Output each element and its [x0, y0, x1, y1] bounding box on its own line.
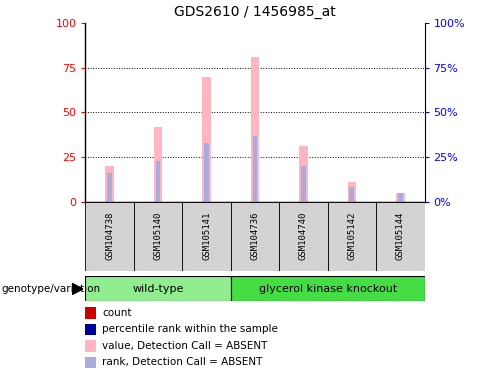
Text: GSM104736: GSM104736: [250, 212, 260, 260]
Bar: [107, 173, 112, 202]
Bar: [376, 202, 425, 271]
Text: GSM105140: GSM105140: [154, 212, 163, 260]
Bar: [85, 276, 231, 301]
Bar: [204, 143, 209, 202]
Text: GSM105141: GSM105141: [202, 212, 211, 260]
Text: wild-type: wild-type: [132, 284, 184, 294]
Text: value, Detection Call = ABSENT: value, Detection Call = ABSENT: [102, 341, 267, 351]
Bar: [396, 193, 405, 202]
Bar: [349, 187, 354, 202]
Bar: [299, 146, 308, 202]
Bar: [154, 127, 163, 202]
Bar: [347, 182, 356, 202]
Bar: [202, 77, 211, 202]
Bar: [398, 193, 403, 202]
Bar: [327, 202, 376, 271]
Text: GSM105142: GSM105142: [347, 212, 356, 260]
Bar: [231, 202, 279, 271]
Text: GSM104740: GSM104740: [299, 212, 308, 260]
Bar: [231, 276, 425, 301]
Text: percentile rank within the sample: percentile rank within the sample: [102, 324, 278, 334]
Polygon shape: [72, 283, 83, 295]
Bar: [105, 166, 114, 202]
Bar: [183, 202, 231, 271]
Bar: [251, 57, 259, 202]
Title: GDS2610 / 1456985_at: GDS2610 / 1456985_at: [174, 5, 336, 19]
Text: GSM105144: GSM105144: [396, 212, 405, 260]
Bar: [253, 136, 257, 202]
Text: glycerol kinase knockout: glycerol kinase knockout: [259, 284, 397, 294]
Text: GSM104738: GSM104738: [105, 212, 114, 260]
Bar: [301, 166, 306, 202]
Bar: [85, 202, 134, 271]
Text: genotype/variation: genotype/variation: [1, 284, 100, 294]
Bar: [279, 202, 327, 271]
Bar: [156, 161, 161, 202]
Text: count: count: [102, 308, 131, 318]
Text: rank, Detection Call = ABSENT: rank, Detection Call = ABSENT: [102, 358, 263, 367]
Bar: [134, 202, 183, 271]
